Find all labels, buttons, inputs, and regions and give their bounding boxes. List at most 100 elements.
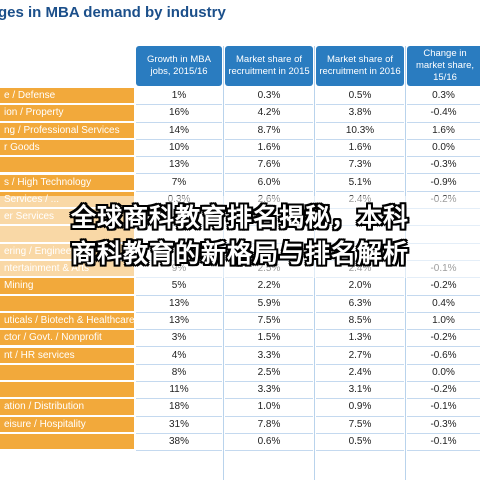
column-header-change: Change in market share, 15/16 (407, 46, 480, 86)
table-cell: 2.4% (316, 365, 404, 383)
table-cell: 2.5% (225, 365, 313, 383)
row-label (0, 157, 134, 174)
table-cell: 38% (136, 434, 222, 452)
table-cell: 7.5% (316, 417, 404, 434)
table-row: nt / HR services 4% 3.3% 2.7% -0.6% (0, 347, 480, 365)
table-cell: 16% (136, 105, 222, 123)
table-cell: 1.6% (316, 140, 404, 158)
table-cell: 7.5% (225, 313, 313, 331)
table-cell: 13% (136, 296, 222, 313)
banner-line-2: 商科教育的新格局与排名解析 (70, 240, 409, 268)
table-cell: 3% (136, 330, 222, 348)
row-label: eisure / Hospitality (0, 416, 134, 433)
table-cell: 7.6% (225, 157, 313, 175)
table-row: uticals / Biotech & Healthcare 13% 7.5% 8.5… (0, 312, 480, 331)
table-cell: 5.1% (316, 175, 404, 192)
table-cell: 6.3% (316, 296, 404, 313)
table-cell: 8% (136, 365, 222, 383)
table-cell: 10% (136, 140, 222, 158)
row-label: ng / Professional Services (0, 122, 134, 139)
table-cell: 31% (136, 417, 222, 434)
table-row: 38% 0.6% 0.5% -0.1% (0, 434, 480, 452)
table-cell: 3.3% (225, 348, 313, 365)
table-cell: 1% (136, 88, 222, 106)
table-cell: 4.2% (225, 105, 313, 123)
table-cell: -0.9% (407, 175, 480, 192)
table-cell: 0.3% (407, 88, 480, 106)
table-cell: 3.1% (316, 382, 404, 400)
table-cell: -0.1% (407, 399, 480, 417)
banner-line-1: 全球商科教育排名揭秘，本科 (70, 204, 409, 232)
row-label (0, 364, 134, 382)
table-row: 13% 7.6% 7.3% -0.3% (0, 157, 480, 175)
table-cell: 1.3% (316, 330, 404, 348)
table-cell: -0.2% (407, 278, 480, 296)
row-label: Mining (0, 278, 134, 295)
table-cell: 7.8% (225, 417, 313, 434)
table-row: 13% 5.9% 6.3% 0.4% (0, 295, 480, 313)
table-row: 11% 3.3% 3.1% -0.2% (0, 382, 480, 400)
table-row: Mining 5% 2.2% 2.0% -0.2% (0, 278, 480, 296)
row-label: s / High Technology (0, 174, 134, 191)
table-cell: 8.7% (225, 123, 313, 140)
table-cell: -0.3% (407, 417, 480, 434)
table-cell: 2.2% (225, 278, 313, 296)
table-cell: 13% (136, 157, 222, 175)
table-cell: -0.1% (407, 434, 480, 452)
table-cell: 0.0% (407, 365, 480, 383)
table-cell: 0.0% (407, 140, 480, 158)
table-row: ng / Professional Services 14% 8.7% 10.3% 1.… (0, 122, 480, 140)
table-row: ion / Property 16% 4.2% 3.8% -0.4% (0, 105, 480, 123)
table-row: r Goods 10% 1.6% 1.6% 0.0% (0, 139, 480, 158)
table-cell: 13% (136, 313, 222, 331)
row-label: ctor / Govt. / Nonprofit (0, 330, 134, 347)
column-header-share-2015: Market share of recruitment in 2015 (225, 46, 313, 86)
table-cell: 7% (136, 175, 222, 192)
table-cell: -0.2% (407, 330, 480, 348)
table-row: ation / Distribution 18% 1.0% 0.9% -0.1% (0, 399, 480, 417)
banner-caption: 全球商科教育排名揭秘，本科 商科教育的新格局与排名解析 (0, 200, 480, 272)
row-label (0, 434, 134, 451)
row-label (0, 295, 134, 312)
table-row: ctor / Govt. / Nonprofit 3% 1.5% 1.3% -0.2% (0, 330, 480, 348)
table-cell: 0.9% (316, 399, 404, 417)
row-label: r Goods (0, 139, 134, 157)
table-cell: 8.5% (316, 313, 404, 331)
table-cell: 18% (136, 399, 222, 417)
table-cell: 0.5% (316, 434, 404, 452)
table-cell: 3.8% (316, 105, 404, 123)
column-header-share-2016: Market share of recruitment in 2016 (316, 46, 404, 86)
table-row: e / Defense 1% 0.3% 0.5% 0.3% (0, 88, 480, 106)
table-cell: 14% (136, 123, 222, 140)
table-cell: 6.0% (225, 175, 313, 192)
table-cell: 0.6% (225, 434, 313, 452)
table-cell: 0.3% (225, 88, 313, 106)
column-header-growth: Growth in MBA jobs, 2015/16 (136, 46, 222, 86)
table-cell: 5% (136, 278, 222, 296)
row-label (0, 382, 134, 399)
table-cell: -0.4% (407, 105, 480, 123)
table-cell: 1.5% (225, 330, 313, 348)
table-cell: -0.3% (407, 157, 480, 175)
row-label: ation / Distribution (0, 399, 134, 416)
table-cell: 2.7% (316, 348, 404, 365)
table-cell: 10.3% (316, 123, 404, 140)
table-cell: 1.6% (225, 140, 313, 158)
row-label: e / Defense (0, 88, 134, 105)
table-row: eisure / Hospitality 31% 7.8% 7.5% -0.3% (0, 416, 480, 434)
table-cell: 3.3% (225, 382, 313, 400)
table-cell: 1.6% (407, 123, 480, 140)
table-cell: 5.9% (225, 296, 313, 313)
table-cell: 0.4% (407, 296, 480, 313)
table-cell: 7.3% (316, 157, 404, 175)
table-cell: 1.0% (225, 399, 313, 417)
table-row: s / High Technology 7% 6.0% 5.1% -0.9% (0, 174, 480, 192)
table-cell: 0.5% (316, 88, 404, 106)
chart-title: ges in MBA demand by industry (0, 4, 226, 21)
table-row: 8% 2.5% 2.4% 0.0% (0, 364, 480, 383)
banner-overlay (0, 196, 480, 278)
table-cell: -0.6% (407, 348, 480, 365)
row-label: uticals / Biotech & Healthcare (0, 312, 134, 330)
row-label: nt / HR services (0, 347, 134, 364)
table-cell: 1.0% (407, 313, 480, 331)
